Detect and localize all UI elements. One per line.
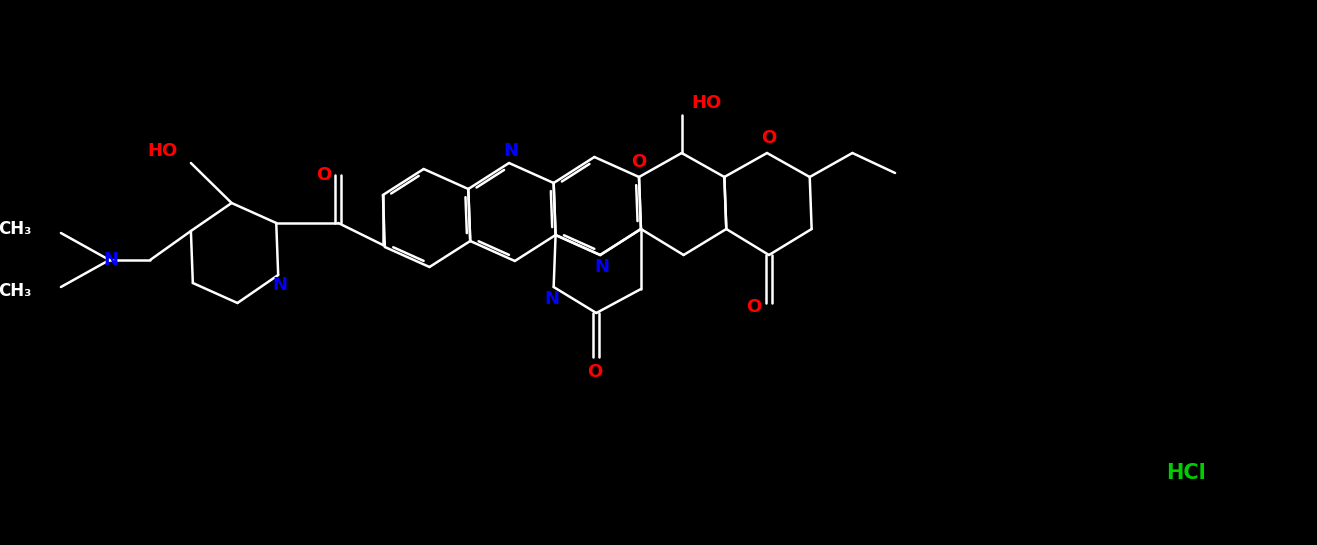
Text: O: O <box>316 166 332 184</box>
Text: N: N <box>104 251 119 269</box>
Text: O: O <box>631 153 647 171</box>
Text: N: N <box>273 276 287 294</box>
Text: HCl: HCl <box>1166 463 1206 483</box>
Text: N: N <box>595 258 610 276</box>
Text: O: O <box>745 298 761 316</box>
Text: N: N <box>503 142 519 160</box>
Text: N: N <box>544 290 560 308</box>
Text: CH₃: CH₃ <box>0 282 32 300</box>
Text: O: O <box>761 129 777 147</box>
Text: HO: HO <box>148 142 178 160</box>
Text: O: O <box>587 363 602 381</box>
Text: HO: HO <box>691 94 722 112</box>
Text: CH₃: CH₃ <box>0 220 32 238</box>
